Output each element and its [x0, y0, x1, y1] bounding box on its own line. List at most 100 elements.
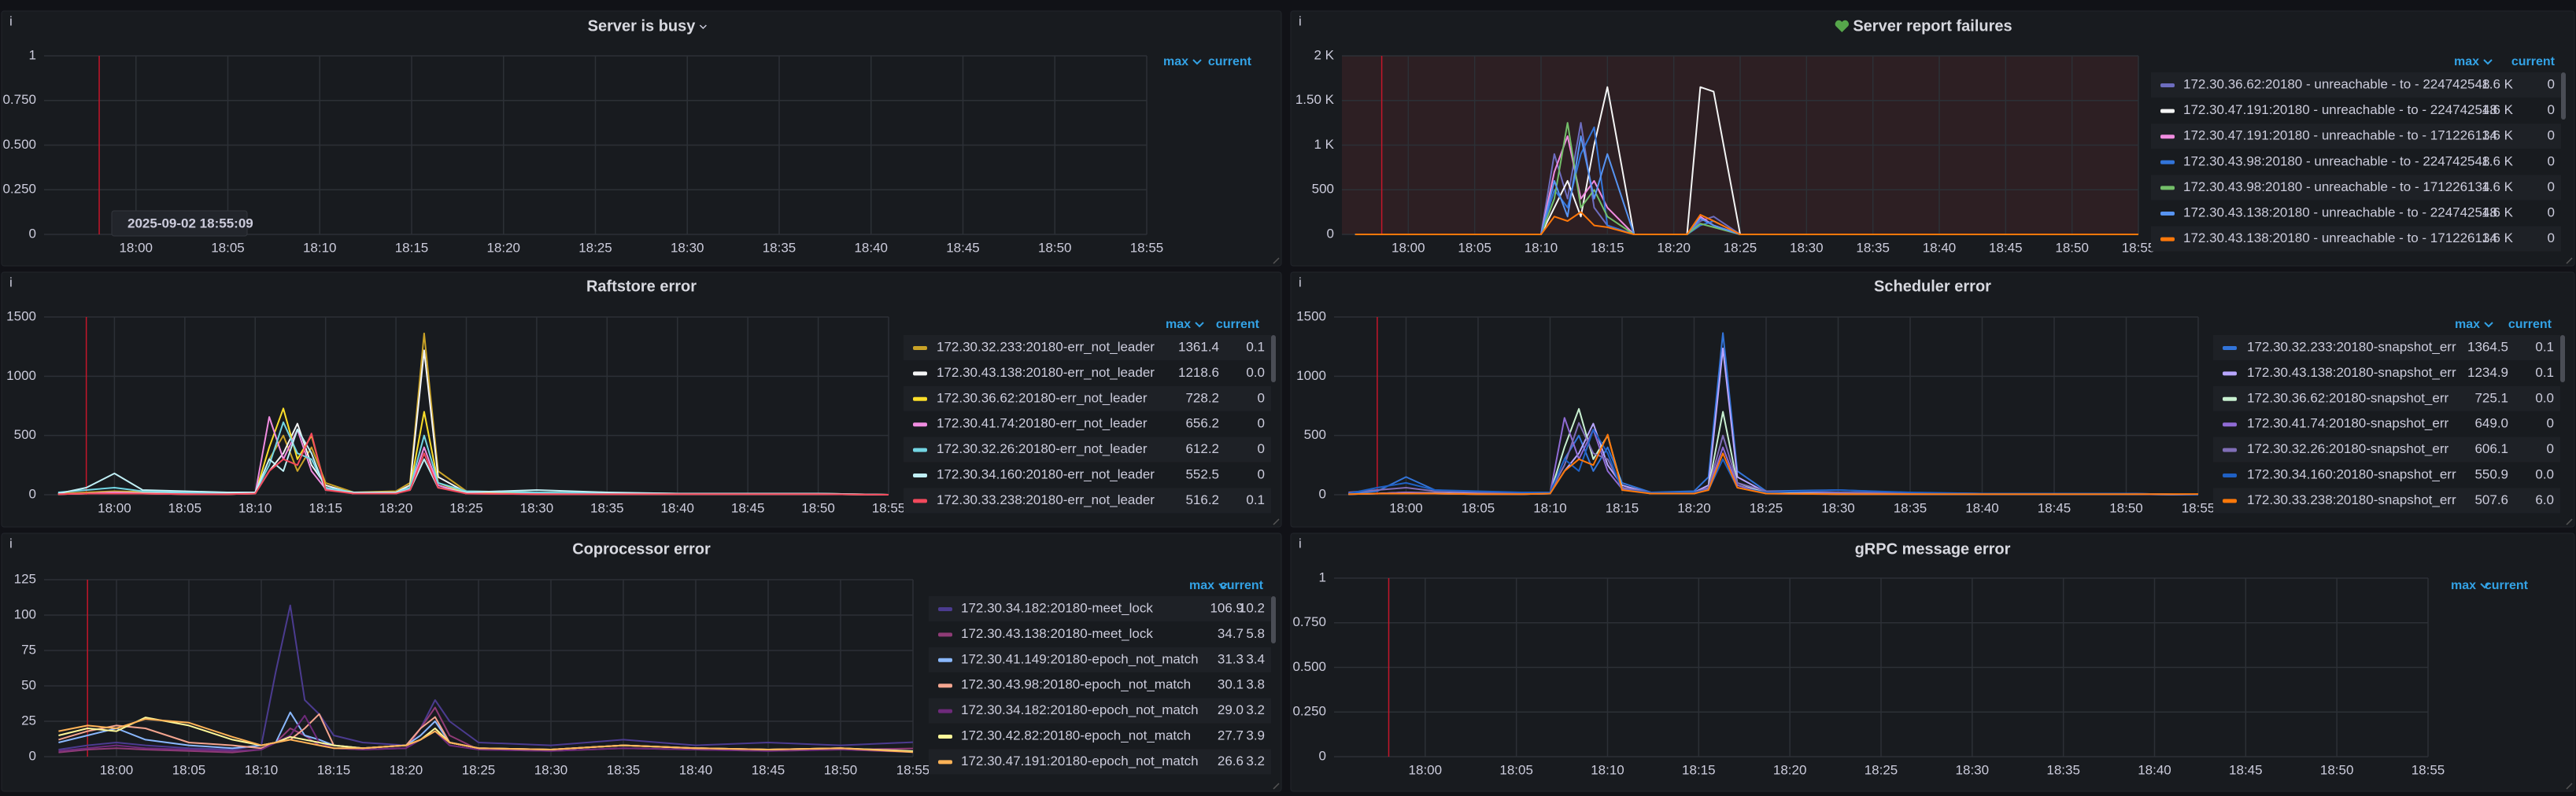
legend-header-max[interactable]: max — [2455, 318, 2480, 331]
legend-max: 728.2 — [1185, 390, 1219, 405]
x-tick-label: 18:05 — [211, 240, 245, 255]
y-tick-label: 1500 — [1296, 308, 1326, 323]
legend-swatch — [913, 346, 927, 350]
legend-name[interactable]: 172.30.34.182:20180-meet_lock — [961, 600, 1153, 615]
y-tick-label: 1 — [29, 47, 36, 62]
tooltip-text: 2025-09-02 18:55:09 — [128, 216, 253, 230]
legend-name[interactable]: 172.30.43.98:20180 - unreachable - to - … — [2183, 179, 2489, 194]
legend-current: 0 — [2548, 205, 2555, 219]
legend-row-bg — [929, 596, 1271, 621]
legend-row-bg — [929, 647, 1271, 673]
legend-name[interactable]: 172.30.43.138:20180-err_not_leader — [937, 365, 1155, 380]
y-tick-label: 0.250 — [2, 182, 36, 197]
dropdown-caret — [2483, 59, 2493, 65]
x-tick-label: 18:10 — [245, 762, 279, 777]
panel-title[interactable]: Raftstore error — [586, 278, 697, 295]
legend-header-current[interactable]: current — [2485, 579, 2529, 592]
x-tick-label: 18:50 — [801, 500, 835, 515]
legend-header-max[interactable]: max — [2451, 579, 2476, 592]
x-tick-label: 18:25 — [578, 240, 612, 255]
legend-scrollbar — [2560, 335, 2565, 382]
legend-name[interactable]: 172.30.32.26:20180-snapshot_err — [2247, 441, 2448, 456]
legend-header-max[interactable]: max — [1189, 579, 1214, 592]
legend-name[interactable]: 172.30.33.238:20180-snapshot_err — [2247, 492, 2456, 507]
x-tick-label: 18:55 — [896, 762, 930, 777]
legend-current: 0 — [2547, 441, 2554, 456]
y-tick-label: 125 — [14, 571, 36, 586]
panel-title[interactable]: Scheduler error — [1874, 278, 1991, 295]
x-tick-label: 18:50 — [1038, 240, 1072, 255]
panel-title[interactable]: gRPC message error — [1855, 540, 2011, 558]
resize-handle — [2566, 518, 2573, 525]
legend-name[interactable]: 172.30.43.138:20180-meet_lock — [961, 626, 1153, 641]
legend-name[interactable]: 172.30.36.62:20180-err_not_leader — [937, 390, 1148, 405]
legend-name[interactable]: 172.30.43.98:20180 - unreachable - to - … — [2183, 153, 2489, 168]
legend-swatch — [938, 658, 952, 662]
legend-name[interactable]: 172.30.33.238:20180-err_not_leader — [937, 492, 1155, 507]
legend-name[interactable]: 172.30.41.74:20180-err_not_leader — [937, 416, 1148, 431]
y-tick-label: 500 — [14, 427, 36, 442]
x-tick-label: 18:40 — [1923, 240, 1957, 255]
legend-row-bg — [2151, 123, 2561, 149]
x-tick-label: 18:30 — [1790, 240, 1824, 255]
legend-name[interactable]: 172.30.43.98:20180-epoch_not_match — [961, 677, 1191, 692]
series-line — [1355, 211, 2138, 235]
tooltip — [111, 210, 248, 237]
panel-title[interactable]: Server is busy — [588, 17, 697, 35]
x-tick-label: 18:50 — [2055, 240, 2089, 255]
y-tick-label: 2 K — [1314, 47, 1334, 62]
x-tick-label: 18:35 — [763, 240, 796, 255]
legend-header-current[interactable]: current — [2508, 318, 2552, 331]
legend-name[interactable]: 172.30.43.138:20180 - unreachable - to -… — [2183, 205, 2497, 219]
legend-swatch — [913, 474, 927, 477]
legend-header-max[interactable]: max — [1163, 55, 1188, 68]
legend-header-current[interactable]: current — [1220, 579, 1264, 592]
legend-row-bg — [929, 749, 1271, 775]
series-line — [58, 604, 914, 750]
legend-name[interactable]: 172.30.47.191:20180 - unreachable - to -… — [2183, 128, 2497, 143]
legend-name[interactable]: 172.30.34.160:20180-err_not_leader — [937, 466, 1155, 481]
legend-name[interactable]: 172.30.32.233:20180-err_not_leader — [937, 339, 1155, 354]
x-tick-label: 18:15 — [309, 500, 342, 515]
legend-name[interactable]: 172.30.34.160:20180-snapshot_err — [2247, 466, 2456, 481]
panel — [1, 10, 1282, 267]
legend-row-bg — [2213, 385, 2560, 411]
x-tick-label: 18:10 — [1533, 500, 1567, 515]
legend-current: 0 — [1258, 466, 1265, 481]
legend-current: 5.8 — [1246, 626, 1265, 641]
legend-max: 1.6 K — [2482, 128, 2513, 143]
legend-name[interactable]: 172.30.43.138:20180 - unreachable - to -… — [2183, 230, 2497, 245]
info-icon: i — [9, 13, 13, 28]
legend-name[interactable]: 172.30.36.62:20180 - unreachable - to - … — [2183, 76, 2489, 91]
legend-swatch — [913, 499, 927, 503]
legend-header-current[interactable]: current — [2511, 55, 2556, 68]
panel — [1290, 533, 2575, 792]
legend-name[interactable]: 172.30.47.191:20180 - unreachable - to -… — [2183, 102, 2497, 117]
x-tick-label: 18:10 — [238, 500, 272, 515]
legend-header-current[interactable]: current — [1216, 318, 1260, 331]
legend-header-current[interactable]: current — [1208, 55, 1252, 68]
legend-name[interactable]: 172.30.41.74:20180-snapshot_err — [2247, 416, 2448, 431]
legend-name[interactable]: 172.30.34.182:20180-epoch_not_match — [961, 702, 1199, 717]
panel-title[interactable]: Coprocessor error — [572, 540, 711, 558]
panel-title[interactable]: Server report failures — [1853, 17, 2012, 35]
x-tick-label: 18:00 — [1391, 240, 1425, 255]
legend-name[interactable]: 172.30.41.149:20180-epoch_not_match — [961, 651, 1199, 666]
x-tick-label: 18:25 — [1750, 500, 1783, 515]
legend-current: 0.0 — [2535, 466, 2554, 481]
legend-header-max[interactable]: max — [2454, 55, 2479, 68]
legend-row-bg — [904, 385, 1271, 411]
x-tick-label: 18:40 — [2138, 762, 2171, 777]
legend-name[interactable]: 172.30.32.233:20180-snapshot_err — [2247, 339, 2456, 354]
legend-name[interactable]: 172.30.32.26:20180-err_not_leader — [937, 441, 1148, 456]
legend-header-max[interactable]: max — [1166, 318, 1191, 331]
legend-name[interactable]: 172.30.36.62:20180-snapshot_err — [2247, 390, 2448, 405]
legend-name[interactable]: 172.30.47.191:20180-epoch_not_match — [961, 754, 1199, 768]
x-tick-label: 18:20 — [379, 500, 413, 515]
x-tick-label: 18:20 — [1677, 500, 1711, 515]
legend-name[interactable]: 172.30.42.82:20180-epoch_not_match — [961, 728, 1191, 743]
legend-name[interactable]: 172.30.43.138:20180-snapshot_err — [2247, 365, 2456, 380]
y-tick-label: 0 — [29, 226, 36, 241]
legend-swatch — [2223, 499, 2237, 503]
